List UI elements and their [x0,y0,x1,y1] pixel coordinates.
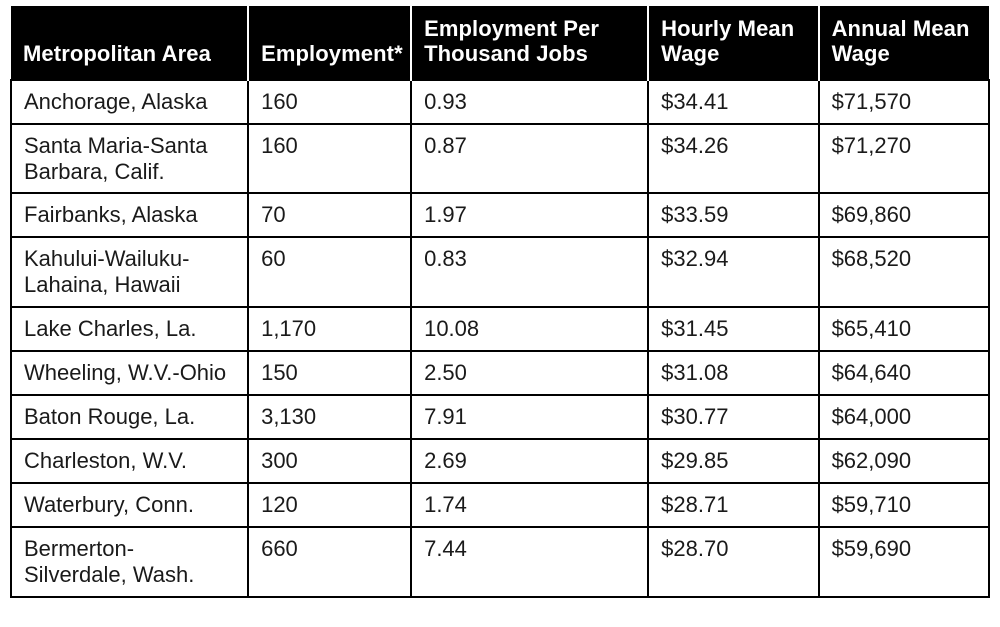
cell-employment: 70 [248,193,411,237]
cell-annual: $69,860 [819,193,989,237]
cell-annual: $71,570 [819,80,989,124]
cell-metro: Baton Rouge, La. [11,395,248,439]
table-header: Metropolitan Area Employment* Employment… [11,6,989,80]
cell-metro: Anchorage, Alaska [11,80,248,124]
table-row: Wheeling, W.V.-Ohio 150 2.50 $31.08 $64,… [11,351,989,395]
cell-metro: Fairbanks, Alaska [11,193,248,237]
cell-hourly: $29.85 [648,439,818,483]
cell-per-thousand: 0.87 [411,124,648,194]
cell-employment: 160 [248,80,411,124]
cell-per-thousand: 2.69 [411,439,648,483]
cell-employment: 160 [248,124,411,194]
table-row: Fairbanks, Alaska 70 1.97 $33.59 $69,860 [11,193,989,237]
cell-hourly: $33.59 [648,193,818,237]
col-header-metro: Metropolitan Area [11,6,248,80]
table-row: Bermerton-Silverdale, Wash. 660 7.44 $28… [11,527,989,597]
cell-per-thousand: 7.44 [411,527,648,597]
cell-hourly: $34.26 [648,124,818,194]
cell-hourly: $31.45 [648,307,818,351]
cell-per-thousand: 0.83 [411,237,648,307]
table-row: Lake Charles, La. 1,170 10.08 $31.45 $65… [11,307,989,351]
table-row: Waterbury, Conn. 120 1.74 $28.71 $59,710 [11,483,989,527]
cell-employment: 150 [248,351,411,395]
cell-hourly: $28.71 [648,483,818,527]
cell-annual: $59,690 [819,527,989,597]
cell-annual: $64,000 [819,395,989,439]
table-row: Kahului-Wailuku-Lahaina, Hawaii 60 0.83 … [11,237,989,307]
cell-per-thousand: 1.74 [411,483,648,527]
cell-per-thousand: 1.97 [411,193,648,237]
cell-metro: Waterbury, Conn. [11,483,248,527]
col-header-per-thousand: Employment Per Thousand Jobs [411,6,648,80]
wage-table: Metropolitan Area Employment* Employment… [10,6,990,598]
cell-employment: 3,130 [248,395,411,439]
cell-annual: $68,520 [819,237,989,307]
cell-metro: Lake Charles, La. [11,307,248,351]
cell-annual: $64,640 [819,351,989,395]
cell-employment: 120 [248,483,411,527]
table-row: Anchorage, Alaska 160 0.93 $34.41 $71,57… [11,80,989,124]
col-header-hourly-wage: Hourly Mean Wage [648,6,818,80]
table-body: Anchorage, Alaska 160 0.93 $34.41 $71,57… [11,80,989,597]
cell-annual: $59,710 [819,483,989,527]
cell-annual: $71,270 [819,124,989,194]
cell-employment: 1,170 [248,307,411,351]
cell-metro: Santa Maria-Santa Barbara, Calif. [11,124,248,194]
cell-metro: Bermerton-Silverdale, Wash. [11,527,248,597]
col-header-employment: Employment* [248,6,411,80]
cell-hourly: $31.08 [648,351,818,395]
table-row: Baton Rouge, La. 3,130 7.91 $30.77 $64,0… [11,395,989,439]
cell-employment: 60 [248,237,411,307]
cell-hourly: $34.41 [648,80,818,124]
cell-metro: Kahului-Wailuku-Lahaina, Hawaii [11,237,248,307]
cell-hourly: $30.77 [648,395,818,439]
cell-per-thousand: 0.93 [411,80,648,124]
cell-per-thousand: 10.08 [411,307,648,351]
cell-annual: $62,090 [819,439,989,483]
cell-per-thousand: 2.50 [411,351,648,395]
cell-hourly: $28.70 [648,527,818,597]
table-row: Charleston, W.V. 300 2.69 $29.85 $62,090 [11,439,989,483]
col-header-annual-wage: Annual Mean Wage [819,6,989,80]
cell-per-thousand: 7.91 [411,395,648,439]
cell-hourly: $32.94 [648,237,818,307]
cell-metro: Wheeling, W.V.-Ohio [11,351,248,395]
cell-employment: 300 [248,439,411,483]
cell-metro: Charleston, W.V. [11,439,248,483]
table-row: Santa Maria-Santa Barbara, Calif. 160 0.… [11,124,989,194]
cell-annual: $65,410 [819,307,989,351]
cell-employment: 660 [248,527,411,597]
